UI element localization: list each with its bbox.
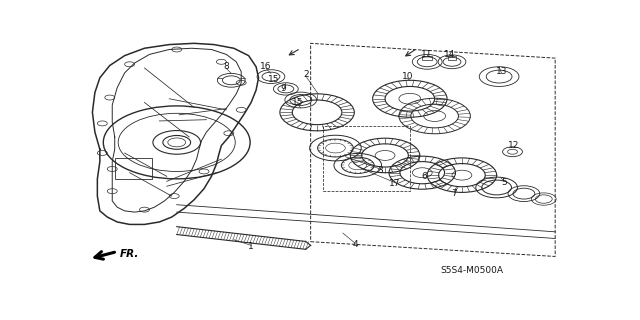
Text: 14: 14 xyxy=(444,50,455,59)
Text: 3: 3 xyxy=(377,166,383,175)
Bar xyxy=(448,56,456,60)
Text: S5S4-M0500A: S5S4-M0500A xyxy=(440,266,503,275)
Text: 16: 16 xyxy=(260,62,272,71)
Text: FR.: FR. xyxy=(120,249,139,259)
Text: 6: 6 xyxy=(422,172,428,181)
Text: 4: 4 xyxy=(353,240,358,249)
Bar xyxy=(115,158,152,179)
Text: 10: 10 xyxy=(402,72,413,81)
Text: 2: 2 xyxy=(303,70,308,79)
Text: 8: 8 xyxy=(223,62,229,71)
Text: 13: 13 xyxy=(496,67,508,76)
Text: 5: 5 xyxy=(501,178,507,187)
Text: 7: 7 xyxy=(452,189,458,198)
Text: 15: 15 xyxy=(291,98,303,107)
Text: 1: 1 xyxy=(248,242,254,251)
Text: 12: 12 xyxy=(508,141,520,150)
Text: 17: 17 xyxy=(389,179,401,188)
Text: 15: 15 xyxy=(268,75,279,84)
Text: 9: 9 xyxy=(280,84,286,93)
Text: 11: 11 xyxy=(422,50,433,59)
Bar xyxy=(422,56,432,60)
